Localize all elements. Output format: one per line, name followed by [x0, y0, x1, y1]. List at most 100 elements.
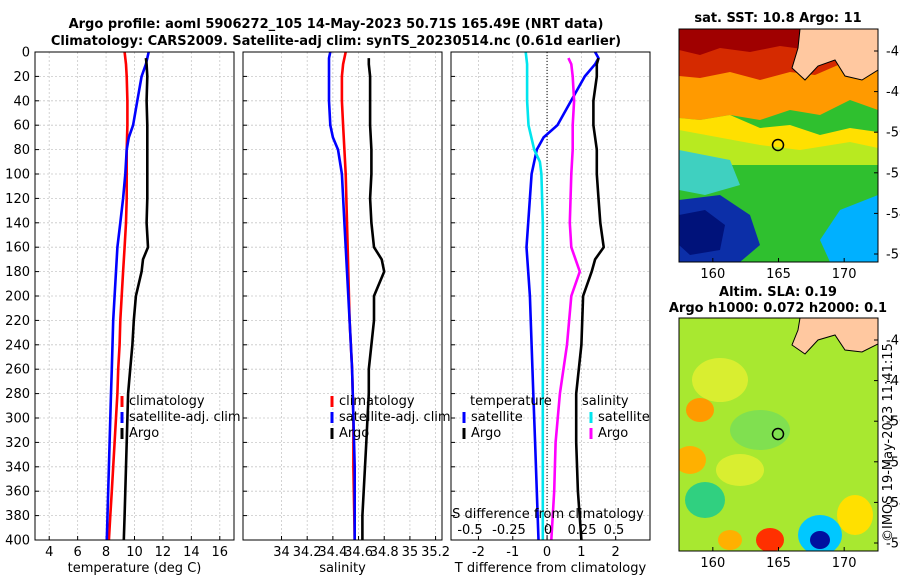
y-tick-label: 240 — [5, 338, 30, 353]
sla-argo-position-marker — [771, 427, 785, 441]
sla-anomaly — [685, 482, 725, 518]
map-y-tick-label: -50 — [886, 415, 900, 430]
sla-anomaly — [686, 398, 714, 422]
legend-label-s-satellite: satellite — [598, 410, 650, 425]
sst-deep-blue-patch — [679, 210, 725, 255]
s-difference-axis-label: S difference from climatology — [452, 507, 644, 522]
y-tick-label: 40 — [13, 94, 30, 109]
y-tick-label: 180 — [5, 265, 30, 280]
y-tick-label: 60 — [13, 119, 30, 134]
map-x-tick-label: 160 — [700, 267, 725, 282]
series-line-argo — [361, 58, 386, 540]
map-y-tick-label: -56 — [886, 248, 900, 263]
salinity-profile-panel: 34 34.234.434.634.8 35 35.2 salinity — [242, 51, 450, 576]
legend-label-s-argo: Argo — [598, 426, 628, 441]
legend-label-argo: Argo — [339, 426, 369, 441]
x-tick-label: 0 — [543, 545, 551, 560]
sst-cyan-patch — [679, 150, 740, 195]
y-tick-label: 260 — [5, 363, 30, 378]
map-x-tick-label: 170 — [832, 556, 857, 571]
y-tick-label: 360 — [5, 485, 30, 500]
sst-land-new-zealand — [791, 29, 878, 81]
sst-blue-patch — [820, 195, 878, 262]
sla-land-new-zealand — [791, 318, 878, 355]
plot-frame — [34, 51, 235, 541]
legend-label-satellite: satellite-adj. clim — [339, 410, 451, 425]
map-y-tick-label: -46 — [886, 45, 900, 60]
series-line-climatology — [107, 51, 129, 541]
y-tick-label: 200 — [5, 290, 30, 305]
map-y-tick-label: -48 — [886, 85, 900, 100]
sst-argo-position-marker — [771, 138, 785, 152]
map-y-tick-label: -48 — [886, 374, 900, 389]
difference-profile-panel: -2 -1 0 1 2T difference from climatology — [450, 51, 651, 576]
x-tick-label: 8 — [102, 545, 110, 560]
temperature-profile-panel: 0 20 40 60 80 100 120 140 160 180 200 220 240 260 280 3… — [5, 46, 235, 576]
map-y-tick-label: -54 — [886, 207, 900, 222]
sla-anomaly — [730, 410, 790, 450]
sst-lime-band — [679, 130, 878, 165]
y-tick-label: 340 — [5, 460, 30, 475]
x-tick-label: 34 — [273, 545, 290, 560]
y-tick-label: 100 — [5, 168, 30, 183]
series-line-argo — [122, 57, 150, 541]
x-tick-label: 35 — [402, 545, 419, 560]
x-axis-label: T difference from climatology — [454, 561, 647, 576]
map-y-tick-label: -46 — [886, 334, 900, 349]
s-diff-tick: 0.5 — [604, 523, 625, 538]
imos-timestamp-watermark: ©IMOS 19-May-2023 11:41:15 — [881, 343, 896, 542]
s-diff-tick: 0 — [544, 523, 552, 538]
series-line-salinity-argo — [550, 57, 582, 541]
x-tick-label: 35.2 — [421, 545, 450, 560]
sla-anomaly — [810, 531, 830, 549]
s-diff-tick: -0.5 — [457, 523, 482, 538]
sla-map-title-line1: Altim. SLA: 0.19 — [719, 285, 837, 300]
x-tick-label: 16 — [212, 545, 229, 560]
y-tick-label: 320 — [5, 436, 30, 451]
x-tick-label: 14 — [183, 545, 200, 560]
map-y-tick-label: -52 — [886, 455, 900, 470]
y-tick-label: 380 — [5, 509, 30, 524]
legend-label-climatology: climatology — [339, 394, 415, 409]
map-x-tick-label: 160 — [700, 556, 725, 571]
figure-title-line1: Argo profile: aoml 5906272_105 14-May-20… — [69, 17, 604, 32]
sla-map — [679, 318, 878, 551]
salinity-legend: climatology satellite-adj. clim Argo — [330, 394, 451, 441]
series-line-satellite-adj-clim — [105, 51, 150, 541]
legend-label-climatology: climatology — [129, 394, 205, 409]
plot-frame — [242, 51, 443, 541]
sla-anomaly — [679, 446, 706, 474]
sla-map-axes: -46 -48 -50 -52 -54 -56 160 165 170 — [700, 334, 900, 572]
legend-title-temperature: temperature — [470, 394, 552, 409]
temperature-legend: climatology satellite-adj. clim Argo — [120, 394, 241, 441]
map-x-tick-label: 165 — [766, 556, 791, 571]
map-y-tick-label: -50 — [886, 126, 900, 141]
series-line-salinity-satellite — [524, 51, 545, 540]
y-tick-label: 120 — [5, 192, 30, 207]
x-axis-label: temperature (deg C) — [68, 561, 202, 576]
map-x-tick-label: 165 — [766, 267, 791, 282]
x-tick-label: 1 — [577, 545, 585, 560]
x-tick-label: 2 — [612, 545, 620, 560]
y-tick-label: 0 — [22, 46, 30, 61]
legend-label-t-argo: Argo — [471, 426, 501, 441]
series-line-temperature-argo — [574, 57, 606, 541]
sst-map — [679, 29, 878, 262]
legend-label-argo: Argo — [129, 426, 159, 441]
x-tick-label: 12 — [155, 545, 172, 560]
x-tick-label: 4 — [45, 545, 53, 560]
series-line-satellite-adj-clim — [327, 51, 357, 540]
series-line-temperature-satellite — [525, 51, 600, 541]
sla-anomaly — [718, 530, 742, 550]
plot-frame — [450, 51, 651, 541]
sla-map-title-line2: Argo h1000: 0.072 h2000: 0.1 — [669, 301, 887, 316]
x-tick-label: 10 — [126, 545, 143, 560]
y-tick-label: 300 — [5, 412, 30, 427]
y-tick-label: 220 — [5, 314, 30, 329]
x-tick-label: 34.4 — [318, 545, 347, 560]
x-tick-label: 6 — [74, 545, 82, 560]
sst-map-title: sat. SST: 10.8 Argo: 11 — [694, 11, 861, 26]
sst-map-axes: -46 -48 -50 -52 -54 -56 160 165 170 — [700, 45, 900, 283]
sla-anomaly — [692, 358, 748, 402]
